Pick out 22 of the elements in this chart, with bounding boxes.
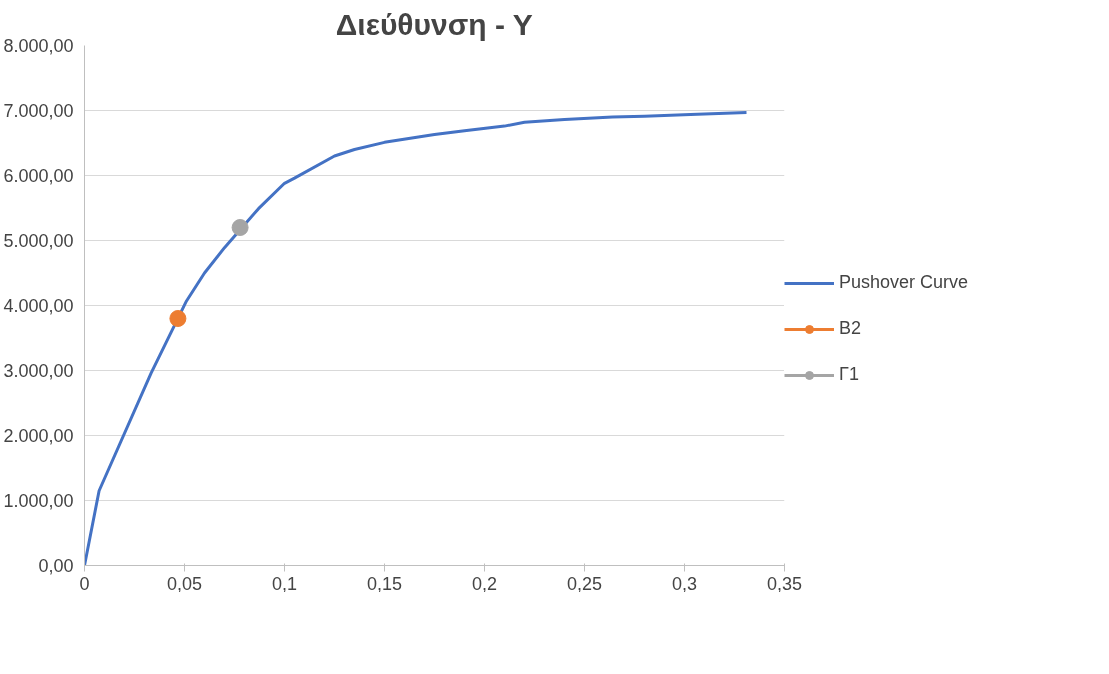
- legend-label: Γ1: [839, 364, 859, 385]
- x-tick-label: 0,05: [166, 573, 203, 594]
- y-tick-label: 3.000,00: [3, 361, 74, 381]
- y-tick-label: 0,00: [38, 556, 74, 576]
- y-tick-label: 7.000,00: [3, 101, 74, 121]
- x-tick-label: 0,25: [566, 573, 603, 594]
- x-tick-label: 0,3: [671, 573, 698, 594]
- legend-label: B2: [839, 318, 862, 339]
- x-tick-label: 0,35: [766, 573, 803, 594]
- x-tick-label: 0: [79, 573, 90, 594]
- y-tick-label: 4.000,00: [3, 296, 74, 316]
- x-tick-label: 0,1: [271, 573, 298, 594]
- line-series: [84, 110, 748, 566]
- legend-label: Pushover Curve: [839, 272, 969, 293]
- y-tick-label: 2.000,00: [3, 426, 74, 446]
- y-tick-label: 1.000,00: [3, 491, 74, 511]
- y-tick-label: 8.000,00: [3, 36, 74, 56]
- chart-title: Διεύθυνση - Υ: [335, 7, 533, 41]
- y-tick-label: 6.000,00: [3, 166, 74, 186]
- x-tick-label: 0,2: [471, 573, 498, 594]
- x-tick-label: 0,15: [366, 573, 403, 594]
- y-tick-label: 5.000,00: [3, 231, 74, 251]
